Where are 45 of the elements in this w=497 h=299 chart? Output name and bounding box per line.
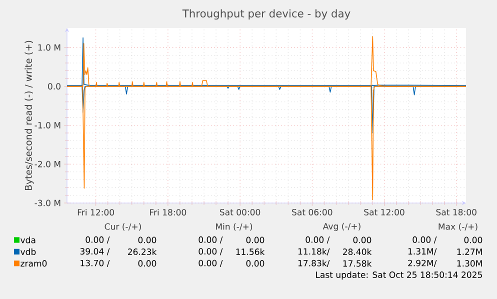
- text: 2.92M/: [408, 260, 437, 267]
- text: Last update: Sat Oct 25 18:50:14 2025: [316, 271, 482, 280]
- text: Max (-/+): [438, 223, 478, 231]
- x-tick-label: Fri 18:00: [150, 208, 186, 216]
- text: Cur (-/+): [104, 223, 141, 231]
- text: 11.18k/: [298, 248, 330, 256]
- y-tick-label: -3.0 M: [34, 200, 60, 206]
- text: 0.00: [246, 236, 264, 244]
- text: 0.00 /: [306, 236, 330, 244]
- text: Avg (-/+): [322, 222, 360, 232]
- x-tick-label: Sat 12:00: [364, 208, 404, 216]
- text: 28.40k: [342, 248, 372, 255]
- text: Min (-/+): [216, 223, 252, 231]
- text: 0.00 /: [198, 260, 223, 267]
- text: 1.31M/: [408, 248, 437, 256]
- text: 0.00 /: [412, 236, 437, 244]
- y-tick-label: -1.0 M: [34, 122, 60, 128]
- text: 11.56k: [236, 248, 265, 255]
- y-tick-label: 0.0: [48, 83, 60, 90]
- text: 0.00: [138, 260, 156, 267]
- legend-label: vda: [20, 236, 36, 244]
- text: 1.30M: [457, 260, 482, 267]
- text: 17.58k: [343, 260, 372, 267]
- x-tick-label: Fri 12:00: [78, 208, 114, 216]
- chart-title: Throughput per device - by day: [182, 9, 350, 20]
- text: 0.00 /: [86, 236, 110, 244]
- y-axis-title: Bytes/second read (-) / write (+): [24, 40, 34, 190]
- text: 0.00 /: [198, 248, 223, 256]
- text: 39.04 /: [80, 248, 110, 256]
- y-tick-label: 1.0 M: [38, 44, 60, 51]
- y-tick-label: -2.0 M: [34, 160, 60, 168]
- text: 17.83k/: [298, 260, 330, 268]
- text: 1.27M: [457, 248, 482, 255]
- x-tick-label: Sat 00:00: [220, 208, 260, 216]
- text: 0.00 /: [198, 236, 223, 244]
- text: 0.00: [138, 236, 156, 244]
- text: 0.00: [464, 236, 482, 244]
- text: 13.70 /: [80, 260, 110, 267]
- x-tick-label: Sat 06:00: [292, 208, 332, 216]
- text: 0.00: [353, 236, 372, 244]
- legend-label: zram0: [20, 260, 47, 267]
- legend-label: vdb: [20, 248, 36, 255]
- x-tick-label: Sat 18:00: [436, 208, 476, 216]
- text: 26.23k: [128, 248, 157, 255]
- text: 0.00: [246, 260, 264, 267]
